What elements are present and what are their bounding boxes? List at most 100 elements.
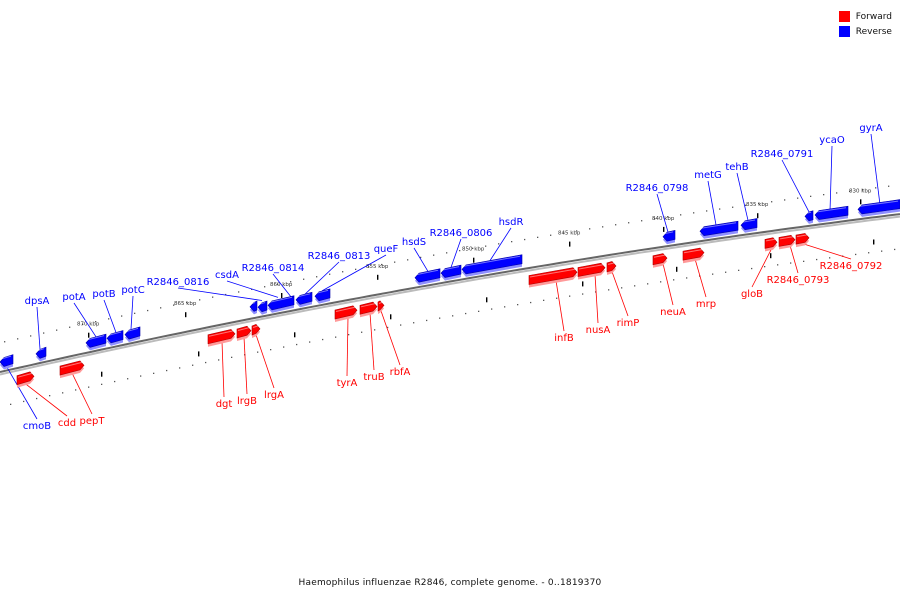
- scale-dot: [433, 254, 435, 256]
- gene-arrow-highlight: [700, 222, 737, 229]
- gene-arrow-highlight: [663, 231, 674, 235]
- gene-arrow-highlight: [779, 236, 794, 240]
- scale-dot: [771, 201, 773, 203]
- gene-arrow: [682, 247, 705, 261]
- gene-arrow: [0, 354, 14, 367]
- scale-dot: [816, 258, 818, 261]
- scale-dot: [745, 204, 747, 206]
- metG-gene: [699, 220, 739, 239]
- gene-arrow-highlight: [441, 266, 460, 271]
- dpsA-label: dpsA: [25, 296, 50, 307]
- scale-dot: [530, 301, 532, 304]
- gene-arrow: [662, 230, 676, 242]
- lrgB-gene: [236, 325, 252, 341]
- ycaO-gene: [814, 205, 849, 223]
- scale-dot: [56, 329, 58, 331]
- potB-gene: [106, 330, 124, 346]
- scale-dot: [264, 286, 266, 288]
- kbp-tick-label: 840 kbp: [652, 216, 675, 222]
- genome-backbone-shadow: [0, 215, 900, 376]
- gene-arrow-highlight: [529, 268, 576, 278]
- label-leader-line: [369, 312, 375, 371]
- label-leader-line: [103, 299, 117, 333]
- gene-arrow: [377, 300, 385, 312]
- gene-arrow-highlight: [208, 330, 234, 337]
- infB-gene: [528, 267, 578, 288]
- label-leader-line: [272, 273, 292, 298]
- label-leader-line: [321, 254, 387, 292]
- scale-dot: [595, 291, 597, 293]
- scale-dot: [485, 245, 487, 247]
- scale-dot: [790, 262, 792, 264]
- hsdS-label: hsdS: [402, 237, 426, 248]
- gene-arrow: [267, 295, 295, 311]
- kbp-tick-mark-upper: [281, 293, 283, 298]
- scale-dot: [257, 351, 259, 353]
- scale-dot: [511, 241, 513, 243]
- R2846_0806-gene: [440, 264, 462, 281]
- gene-arrow: [528, 267, 578, 285]
- scale-dot: [868, 252, 870, 254]
- scale-dot: [758, 202, 760, 205]
- gene-arrow-highlight: [815, 207, 847, 213]
- gene-arrow-highlight: [741, 219, 756, 223]
- legend: Forward Reverse: [838, 9, 892, 39]
- gene-arrow: [857, 199, 900, 215]
- scale-dot: [732, 206, 734, 208]
- R2846_0813-gene: [295, 291, 313, 308]
- scale-dot: [296, 343, 298, 346]
- scale-dot: [361, 331, 363, 333]
- gene-arrow-highlight: [250, 302, 256, 305]
- gene-arrow: [814, 205, 849, 220]
- scale-dot: [140, 375, 142, 377]
- scale-dot: [407, 259, 409, 261]
- scale-dot: [30, 335, 32, 337]
- scale-dot: [621, 287, 623, 289]
- gene-arrow: [16, 371, 35, 386]
- label-leader-line: [226, 280, 279, 298]
- label-leader-line: [736, 172, 749, 221]
- gene-arrow: [249, 300, 258, 312]
- scale-dot: [589, 228, 591, 230]
- gene-arrow-highlight: [607, 262, 615, 265]
- scale-dot: [751, 267, 753, 270]
- gyrA-gene: [857, 199, 900, 217]
- scale-dot: [862, 188, 864, 191]
- scale-dot: [472, 247, 474, 249]
- scale-dot: [491, 308, 493, 310]
- R2846_0798-label: R2846_0798: [626, 183, 689, 194]
- label-leader-line: [489, 227, 512, 261]
- mrp-gene: [682, 247, 705, 264]
- label-leader-line: [555, 280, 565, 332]
- kbp-tick-label: 830 kbp: [849, 188, 872, 194]
- kbp-tick-mark-lower: [198, 351, 200, 357]
- reverse-swatch: [838, 26, 850, 37]
- cmoB-label: cmoB: [23, 421, 51, 432]
- kbp-tick-mark-upper: [88, 332, 90, 338]
- gene-arrow-highlight: [858, 200, 899, 207]
- potB-label: potB: [92, 289, 115, 300]
- gene-arrow-highlight: [60, 361, 83, 369]
- ycaO-label: ycaO: [819, 135, 845, 146]
- lrgA-gene: [251, 324, 261, 338]
- scale-dot: [199, 299, 201, 301]
- scale-dot: [322, 338, 324, 341]
- gene-arrow: [359, 301, 378, 315]
- gene-arrow: [699, 220, 739, 237]
- scale-dot: [4, 341, 6, 343]
- scale-dot: [582, 293, 584, 295]
- gene-arrow-highlight: [683, 249, 703, 254]
- gene-arrow: [295, 291, 313, 305]
- scale-dot: [335, 336, 337, 338]
- scale-dot: [608, 289, 610, 291]
- scale-dot: [160, 307, 162, 309]
- forward-swatch: [838, 11, 850, 22]
- kbp-tick-label: 850 kbp: [462, 247, 485, 253]
- gene-arrow: [740, 218, 758, 231]
- label-leader-line: [413, 247, 429, 272]
- scale-dot: [62, 392, 64, 394]
- scale-dot: [524, 238, 526, 241]
- scale-dot: [628, 222, 630, 224]
- scale-dot: [413, 322, 415, 324]
- scale-dot: [75, 389, 77, 391]
